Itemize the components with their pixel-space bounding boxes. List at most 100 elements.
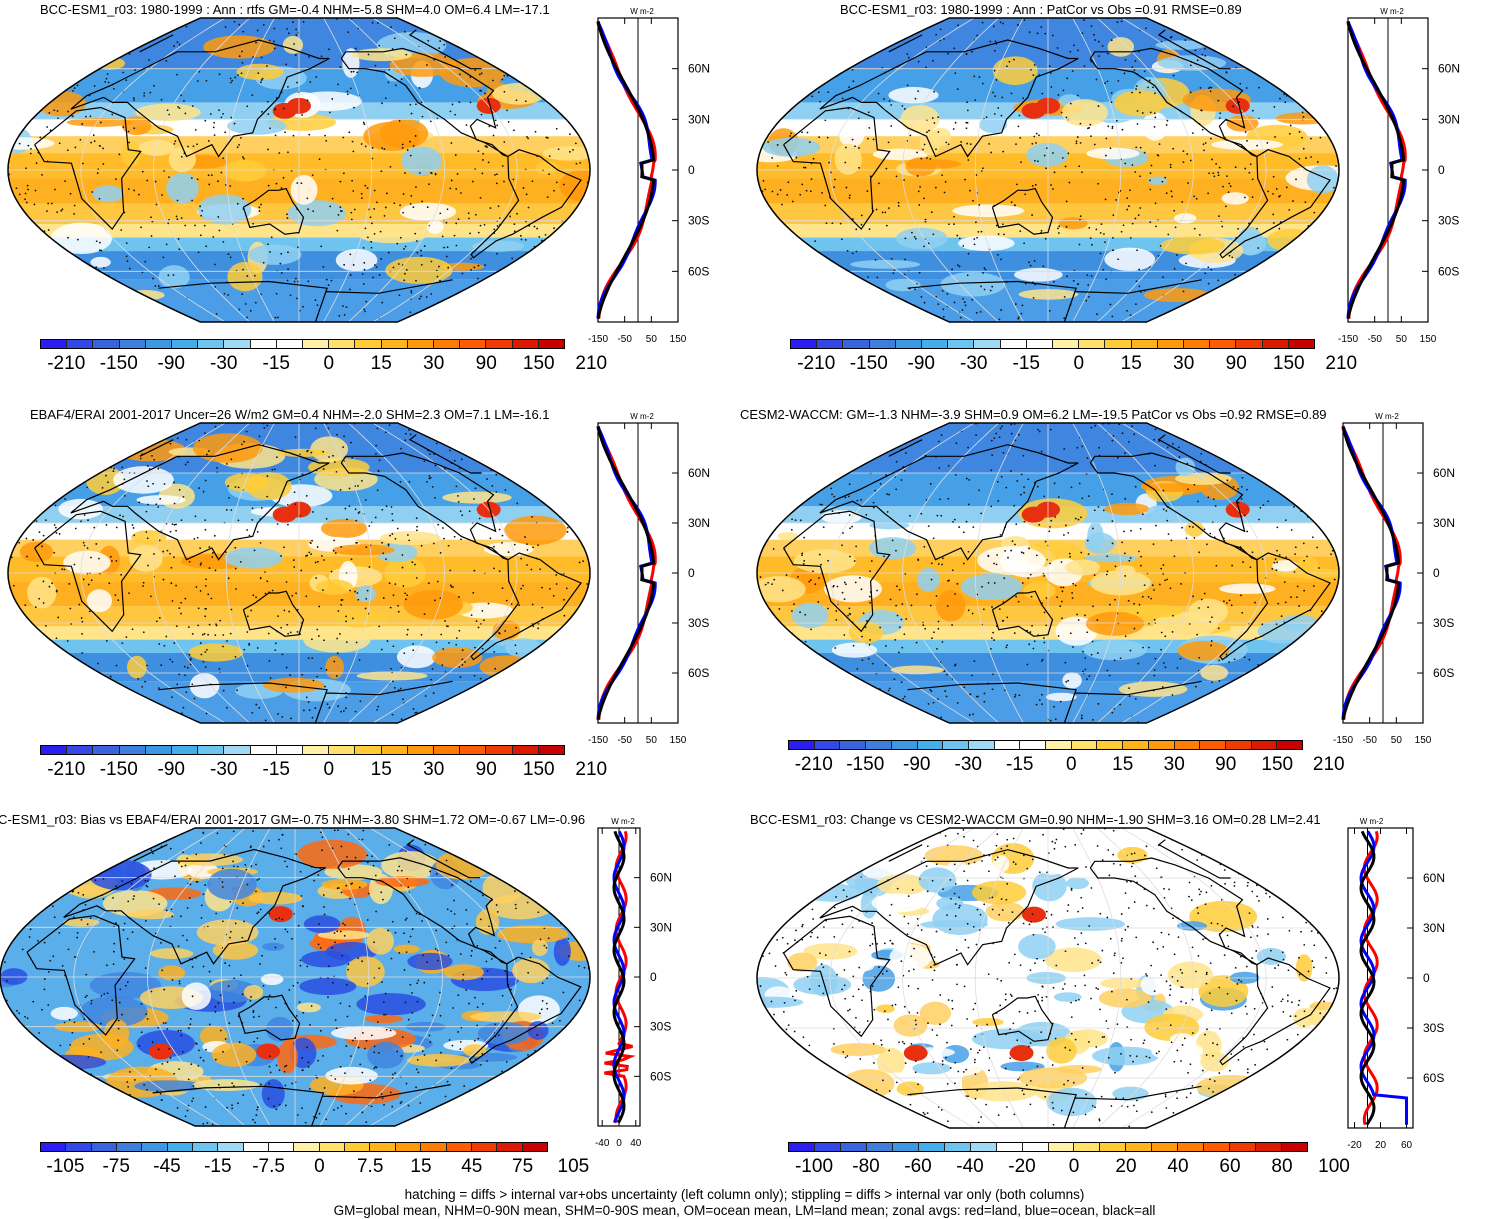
colorbar-segment [918,1143,945,1151]
coastline-africa [26,915,136,1036]
footer-line-1: hatching = diffs > internal var+obs unce… [404,1187,1085,1202]
coastline-greenland [888,29,1231,70]
panel-title: EBAF4/ERAI 2001-2017 Uncer=26 W/m2 GM=0.… [30,407,550,422]
colorbar-segment [1184,340,1211,348]
colorbar-tick-label: 30 [423,353,445,374]
colorbar-segment [814,741,841,749]
zonal-xtick-label: 50 [1391,735,1403,746]
zonal-xtick-label: 40 [630,1138,642,1149]
colorbar-segment [345,1143,371,1151]
panel-graphics: -20 20 60 W m-2 60N 30N 0 30S 60S [756,817,1445,1151]
colorbar-tick-label: -30 [210,759,238,780]
coastline-antarctica [907,680,1202,723]
zonal-units: W m-2 [630,412,654,421]
zonal-lat-label: 0 [1433,566,1440,580]
colorbar-segment [1126,1143,1153,1151]
coastline-n-america [1089,857,1258,966]
coastline-s-america [1219,957,1331,1066]
zonal-xtick-label: 50 [646,735,658,746]
colorbar-tick-label: -15 [1006,754,1034,775]
zonal-lat-label: 60N [688,62,710,76]
zonal-all-curve [596,425,656,721]
colorbar-segment [198,746,225,754]
colorbar-segment [193,1143,219,1151]
colorbar-segment [407,746,435,754]
colorbar-segment [91,1143,118,1151]
panel-title: BCC-ESM1_r03: Change vs CESM2-WACCM GM=0… [750,812,1321,827]
zonal-units: W m-2 [630,7,654,16]
colorbar-segment [512,746,539,754]
coastline-australia [242,590,305,637]
colorbar-segment [250,746,277,754]
colorbar-tick-label: -90 [907,353,935,374]
colorbar-segment [446,1143,472,1151]
colorbar-segment [319,1143,346,1151]
colorbar-segment [968,741,995,749]
colorbar-tick-label: -105 [46,1156,85,1177]
colorbar-segment [789,741,815,749]
colorbar-tick-label: -90 [157,353,185,374]
colorbar-segment [93,340,120,348]
colorbar-segment [1097,741,1124,749]
zonal-xtick-label: -150 [588,334,608,345]
colorbar-segment [1230,1143,1257,1151]
coastline-africa [783,106,891,231]
colorbar-tick-label: -90 [157,759,185,780]
zonal-lat-label: 60S [688,666,709,680]
colorbar-segment [866,1143,893,1151]
coastline-antarctica [152,1084,451,1126]
colorbar-tick-label: 15 [1112,754,1134,775]
coastline-antarctica [907,279,1202,322]
colorbar-segment [497,1143,523,1151]
coastline-n-america [1089,47,1258,158]
colorbar-segment [486,746,513,754]
colorbar-segment [471,1143,498,1151]
colorbar-segment [243,1143,270,1151]
panel-title: BCC-ESM1_r03: 1980-1999 : Ann : PatCor v… [840,2,1242,17]
coastline-n-america [340,452,509,561]
zonal-all-curve [596,21,656,319]
colorbar-tick-label: -40 [956,1156,984,1177]
colorbar-tick-label: 30 [1173,353,1195,374]
zonal-lat-label: 60N [688,466,710,480]
colorbar-segment [943,741,969,749]
colorbar-segment [66,1143,92,1151]
panel-title: BCC-ESM1_r03: 1980-1999 : Ann : rtfs GM=… [40,2,550,17]
colorbar-tick-label: -100 [794,1156,834,1177]
zonal-lat-label: 30N [1438,112,1460,126]
colorbar-segment [994,741,1021,749]
colorbar-tick-label: -15 [1012,353,1040,374]
colorbar-segment [303,340,330,348]
zonal-land-curve [596,426,657,720]
colorbar-segment [198,340,225,348]
colorbar-tick-label: 30 [423,759,445,780]
colorbar [40,339,565,349]
colorbar-segment [1178,1143,1205,1151]
colorbar-segment [119,746,146,754]
coastline-europe-asia [70,444,330,561]
panel-graphics: -150 -50 50 150 W m-2 60N 30N 0 30S 60S [7,412,710,746]
colorbar-tick-label: 0 [1073,353,1085,374]
coastline-africa [34,510,142,633]
zonal-lat-label: 60S [1438,264,1459,278]
coastline-antarctica [158,680,453,723]
coastline-europe-asia [70,39,330,158]
colorbar-segment [434,340,461,348]
coastline-s-america [1219,552,1331,661]
zonal-xtick-label: -150 [1333,735,1353,746]
colorbar-tick-label: 210 [575,353,608,374]
colorbar-segment [1079,340,1106,348]
colorbar-segment [224,340,251,348]
colorbar-tick-label: 105 [557,1156,590,1177]
colorbar-tick-label: 150 [1272,353,1305,374]
zonal-ocean-curve [1346,20,1407,319]
colorbar-segment [1210,340,1237,348]
colorbar-tick-label: -210 [797,353,836,374]
colorbar-segment [250,340,277,348]
colorbar [40,745,565,755]
colorbar-segment [1074,1143,1101,1151]
coastline-greenland [139,434,482,474]
colorbar-tick-label: 150 [1261,754,1294,775]
colorbar-segment [218,1143,244,1151]
